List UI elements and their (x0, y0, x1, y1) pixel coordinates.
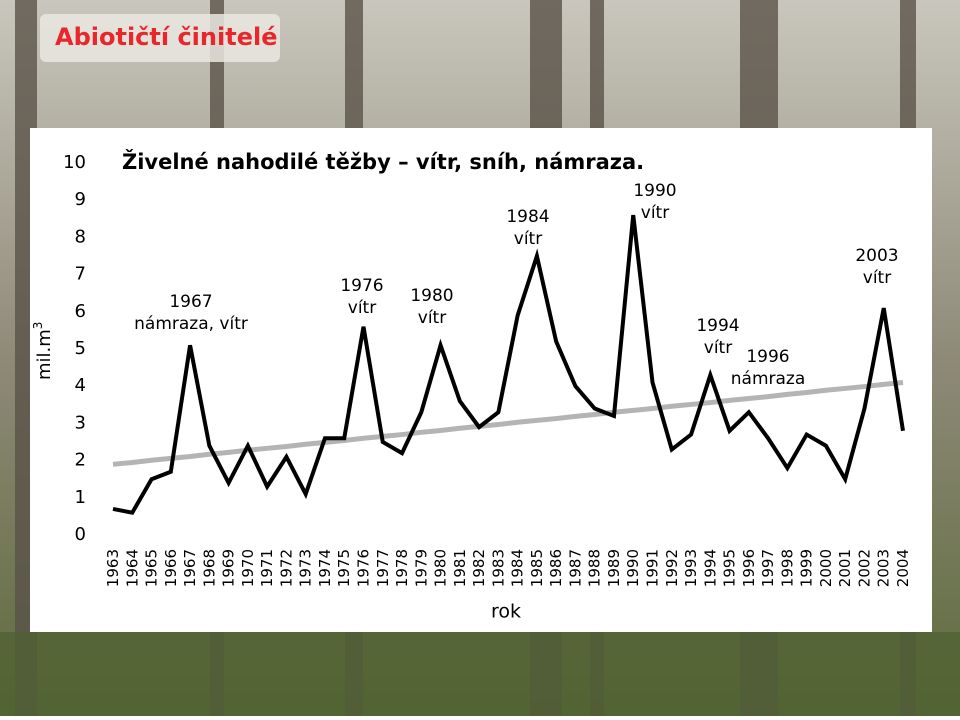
x-tick-label: 1973 (297, 549, 315, 587)
annotation: 1994 (696, 316, 739, 336)
x-tick-label: 1987 (566, 549, 584, 587)
slide-title: Abiotičtí činitelé (55, 23, 277, 51)
annotation: námraza (731, 369, 806, 389)
x-tick-label: 1984 (509, 549, 527, 587)
data-line (112, 214, 905, 515)
x-tick-label: 2001 (836, 549, 854, 587)
x-tick-label: 1999 (798, 549, 816, 587)
y-tick-label: 10 (63, 152, 86, 173)
annotation: 1976 (340, 276, 383, 296)
x-tick-label: 1968 (200, 549, 218, 587)
x-tick-label: 1986 (547, 549, 565, 587)
x-tick-label: 1990 (624, 549, 642, 587)
chart-title: Živelné nahodilé těžby – vítr, sníh, nám… (122, 149, 644, 174)
x-tick-label: 1996 (740, 549, 758, 587)
y-tick-label: 2 (75, 450, 86, 471)
annotation: vítr (348, 298, 376, 318)
annotation: vítr (418, 308, 446, 328)
x-tick-label: 1982 (470, 549, 488, 587)
x-tick-label: 1993 (682, 549, 700, 587)
y-tick-label: 9 (75, 189, 86, 210)
ground (0, 632, 960, 716)
annotation: 1984 (506, 207, 549, 227)
x-tick-label: 1970 (239, 549, 257, 587)
x-tick-label: 2002 (855, 549, 873, 587)
x-tick-label: 1988 (586, 549, 604, 587)
annotation: 1967 (169, 292, 212, 312)
x-tick-label: 1997 (759, 549, 777, 587)
x-tick-label: 2004 (894, 549, 912, 587)
chart-panel (30, 128, 932, 632)
annotation: námraza, vítr (134, 314, 248, 334)
x-tick-label: 1977 (374, 549, 392, 587)
y-tick-label: 6 (75, 301, 86, 322)
y-tick-label: 4 (75, 375, 86, 396)
title-box (40, 14, 280, 62)
x-axis-label: rok (491, 601, 521, 623)
x-tick-label: 1992 (663, 549, 681, 587)
annotation: vítr (704, 338, 732, 358)
x-tick-label: 1969 (220, 549, 238, 587)
annotation: vítr (863, 268, 891, 288)
annotation: 1996 (746, 347, 789, 367)
annotation: vítr (514, 229, 542, 249)
y-tick-label: 3 (75, 412, 86, 433)
x-tick-label: 1991 (644, 549, 662, 587)
y-axis-label: mil.m3 (31, 322, 55, 380)
x-tick-label: 1995 (721, 549, 739, 587)
x-tick-label: 1972 (277, 549, 295, 587)
x-tick-label: 2003 (875, 549, 893, 587)
x-tick-label: 1983 (489, 549, 507, 587)
x-tick-label: 1963 (104, 549, 122, 587)
x-tick-label: 1974 (316, 549, 334, 587)
x-tick-label: 1989 (605, 549, 623, 587)
annotation: 2003 (855, 246, 898, 266)
y-label: mil.m (34, 329, 55, 380)
x-tick-label: 1971 (258, 549, 276, 587)
x-tick-label: 2000 (817, 549, 835, 587)
x-tick-label: 1967 (181, 549, 199, 587)
annotation: 1980 (410, 286, 453, 306)
x-tick-label: 1981 (451, 549, 469, 587)
x-tick-label: 1980 (432, 549, 450, 587)
x-tick-label: 1985 (528, 549, 546, 587)
x-tick-label: 1994 (701, 549, 719, 587)
x-tick-label: 1998 (778, 549, 796, 587)
y-tick-label: 5 (75, 338, 86, 359)
x-tick-label: 1978 (393, 549, 411, 587)
y-tick-label: 7 (75, 264, 86, 285)
x-tick-label: 1975 (335, 549, 353, 587)
annotation: vítr (641, 203, 669, 223)
x-tick-label: 1966 (162, 549, 180, 587)
y-label-sup: 3 (31, 322, 45, 330)
annotation: 1990 (633, 181, 676, 201)
y-tick-label: 8 (75, 226, 86, 247)
x-tick-label: 1976 (354, 549, 372, 587)
x-tick-label: 1964 (123, 549, 141, 587)
x-tick-label: 1979 (412, 549, 430, 587)
x-tick-label: 1965 (143, 549, 161, 587)
y-tick-label: 1 (75, 487, 86, 508)
y-tick-label: 0 (75, 524, 86, 545)
